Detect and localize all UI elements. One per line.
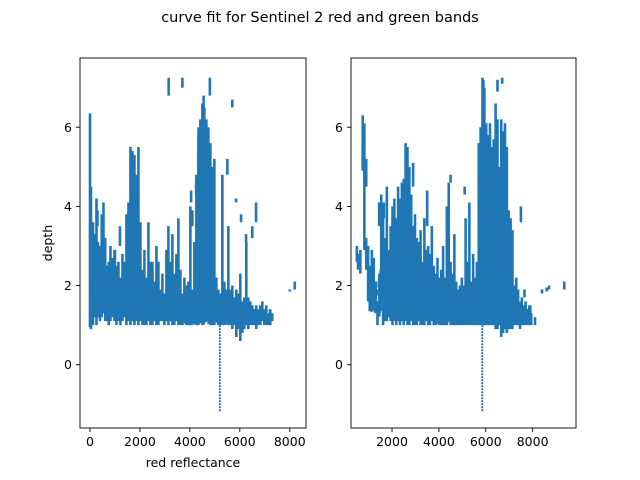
scatter-points xyxy=(88,77,297,412)
x-tick-label: 8000 xyxy=(517,434,549,449)
data-point xyxy=(481,397,484,400)
scatter-points xyxy=(355,77,566,412)
data-point xyxy=(218,334,221,337)
data-point xyxy=(481,340,484,343)
data-point xyxy=(481,319,484,322)
x-tick-label: 2000 xyxy=(376,434,408,449)
data-point xyxy=(481,391,484,394)
data-point xyxy=(218,343,221,346)
data-point xyxy=(218,403,221,406)
data-point xyxy=(481,325,484,328)
data-point xyxy=(481,373,484,376)
axes-frame xyxy=(350,57,577,429)
data-point xyxy=(481,316,484,319)
data-point xyxy=(481,355,484,358)
data-point xyxy=(218,382,221,385)
data-point xyxy=(481,322,484,325)
y-tick-label: 0 xyxy=(335,357,343,372)
data-point xyxy=(481,409,484,412)
data-point xyxy=(218,352,221,355)
data-point xyxy=(218,322,221,325)
data-point xyxy=(481,361,484,364)
data-point xyxy=(218,349,221,352)
x-tick-label: 4000 xyxy=(174,434,206,449)
y-tick-label: 4 xyxy=(335,199,343,214)
x-tick-label: 6000 xyxy=(224,434,256,449)
data-point xyxy=(218,406,221,409)
data-point xyxy=(481,388,484,391)
data-point xyxy=(481,364,484,367)
data-point xyxy=(218,361,221,364)
data-point xyxy=(481,370,484,373)
y-tick-label: 4 xyxy=(64,199,72,214)
y-tick-label: 2 xyxy=(335,278,343,293)
data-point xyxy=(481,367,484,370)
data-point xyxy=(218,337,221,340)
figure-title: curve fit for Sentinel 2 red and green b… xyxy=(161,10,479,26)
data-point xyxy=(218,331,221,334)
data-point xyxy=(218,319,221,322)
data-point xyxy=(481,352,484,355)
data-point xyxy=(218,394,221,397)
y-axis-title: depth xyxy=(40,225,55,261)
data-point xyxy=(218,370,221,373)
data-point xyxy=(218,400,221,403)
data-point xyxy=(218,397,221,400)
y-tick-label: 2 xyxy=(64,278,72,293)
data-point xyxy=(481,337,484,340)
data-point xyxy=(481,400,484,403)
x-axis-title: red reflectance xyxy=(146,455,241,470)
data-point xyxy=(218,409,221,412)
data-point xyxy=(481,328,484,331)
x-tick-label: 0 xyxy=(86,434,94,449)
right-scatter-panel: 2000 4000 6000 8000 0 2 4 6 xyxy=(335,57,577,449)
x-tick-label: 8000 xyxy=(274,434,306,449)
data-point xyxy=(481,334,484,337)
data-point xyxy=(481,385,484,388)
y-tick-label: 6 xyxy=(64,120,72,135)
left-scatter-panel: 0 2000 4000 6000 8000 0 2 4 6 red reflectance dept… xyxy=(40,57,307,470)
data-point xyxy=(218,346,221,349)
x-tick-label: 6000 xyxy=(470,434,502,449)
y-tick-label: 0 xyxy=(64,357,72,372)
data-point xyxy=(481,379,484,382)
x-tick-label: 4000 xyxy=(423,434,455,449)
x-tick-label: 2000 xyxy=(124,434,156,449)
data-point xyxy=(218,340,221,343)
data-point xyxy=(481,346,484,349)
data-point xyxy=(218,364,221,367)
data-point xyxy=(218,388,221,391)
data-point xyxy=(481,394,484,397)
data-point xyxy=(218,325,221,328)
data-point xyxy=(218,385,221,388)
data-point xyxy=(218,316,221,319)
data-point xyxy=(218,358,221,361)
data-point xyxy=(218,379,221,382)
data-point xyxy=(481,406,484,409)
axes-frame xyxy=(79,57,307,429)
data-point xyxy=(481,343,484,346)
data-point xyxy=(218,328,221,331)
data-point xyxy=(481,376,484,379)
data-point xyxy=(481,331,484,334)
data-point xyxy=(218,376,221,379)
data-point xyxy=(481,403,484,406)
y-tick-label: 6 xyxy=(335,120,343,135)
data-point xyxy=(218,391,221,394)
data-point xyxy=(481,349,484,352)
data-point xyxy=(481,358,484,361)
data-point xyxy=(218,367,221,370)
data-point xyxy=(218,355,221,358)
data-point xyxy=(481,382,484,385)
data-point xyxy=(218,373,221,376)
